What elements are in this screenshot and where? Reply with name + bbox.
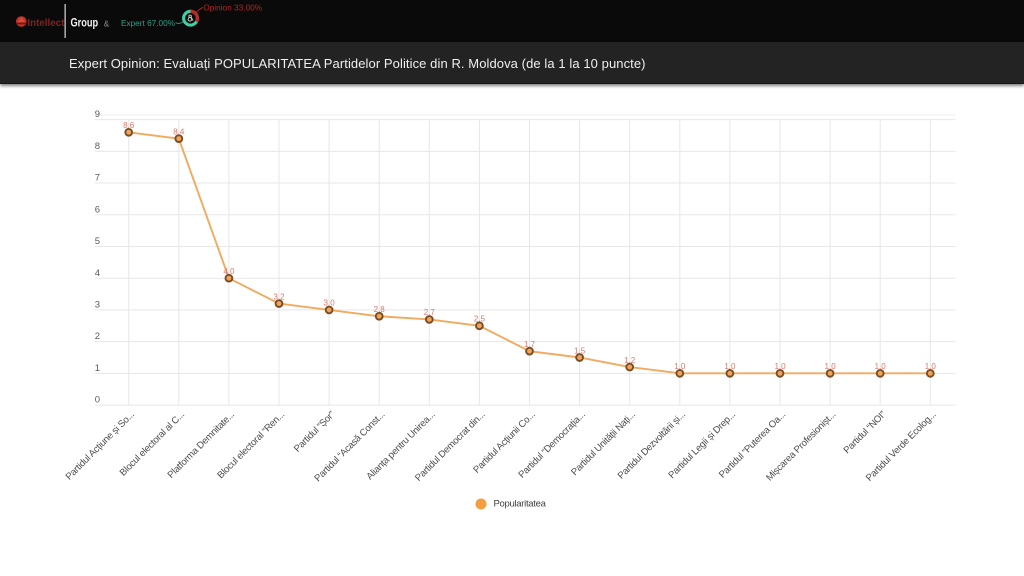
svg-text:2: 2 bbox=[95, 331, 100, 342]
svg-text:1.0: 1.0 bbox=[674, 362, 686, 371]
svg-text:&: & bbox=[104, 19, 110, 28]
svg-text:3.2: 3.2 bbox=[273, 292, 285, 301]
svg-text:1.5: 1.5 bbox=[574, 346, 586, 355]
svg-text:4.0: 4.0 bbox=[223, 267, 235, 276]
svg-text:8: 8 bbox=[95, 141, 100, 152]
svg-text:5: 5 bbox=[95, 236, 100, 247]
svg-text:Opinion 33.00%: Opinion 33.00% bbox=[203, 3, 262, 13]
svg-text:0: 0 bbox=[95, 395, 100, 406]
svg-text:4: 4 bbox=[95, 268, 100, 279]
svg-text:3: 3 bbox=[95, 300, 100, 311]
svg-text:1.0: 1.0 bbox=[724, 362, 736, 371]
svg-text:6: 6 bbox=[95, 204, 100, 215]
svg-text:8.6: 8.6 bbox=[123, 121, 135, 130]
svg-text:1.0: 1.0 bbox=[774, 362, 786, 371]
svg-text:1.7: 1.7 bbox=[524, 340, 536, 349]
svg-text:2.5: 2.5 bbox=[474, 315, 486, 324]
svg-text:Popularitatea: Popularitatea bbox=[494, 499, 547, 510]
svg-text:Partidul “NOI”: Partidul “NOI” bbox=[842, 409, 889, 456]
svg-text:1.2: 1.2 bbox=[624, 356, 636, 365]
svg-text:1.0: 1.0 bbox=[875, 362, 887, 371]
svg-text:8.4: 8.4 bbox=[173, 127, 185, 136]
svg-text:1.0: 1.0 bbox=[825, 362, 837, 371]
svg-text:Group: Group bbox=[71, 16, 99, 30]
svg-text:Intellect: Intellect bbox=[27, 18, 65, 29]
svg-text:2.8: 2.8 bbox=[374, 305, 386, 314]
svg-text:1: 1 bbox=[95, 363, 100, 374]
svg-text:1.0: 1.0 bbox=[925, 362, 937, 371]
svg-text:3.0: 3.0 bbox=[324, 299, 336, 308]
svg-text:7: 7 bbox=[95, 173, 100, 184]
svg-text:Partidul “Șor”: Partidul “Șor” bbox=[292, 409, 337, 454]
svg-text:2.7: 2.7 bbox=[424, 308, 436, 317]
svg-text:Expert 67.00%: Expert 67.00% bbox=[121, 18, 175, 28]
svg-text:9: 9 bbox=[95, 109, 100, 120]
